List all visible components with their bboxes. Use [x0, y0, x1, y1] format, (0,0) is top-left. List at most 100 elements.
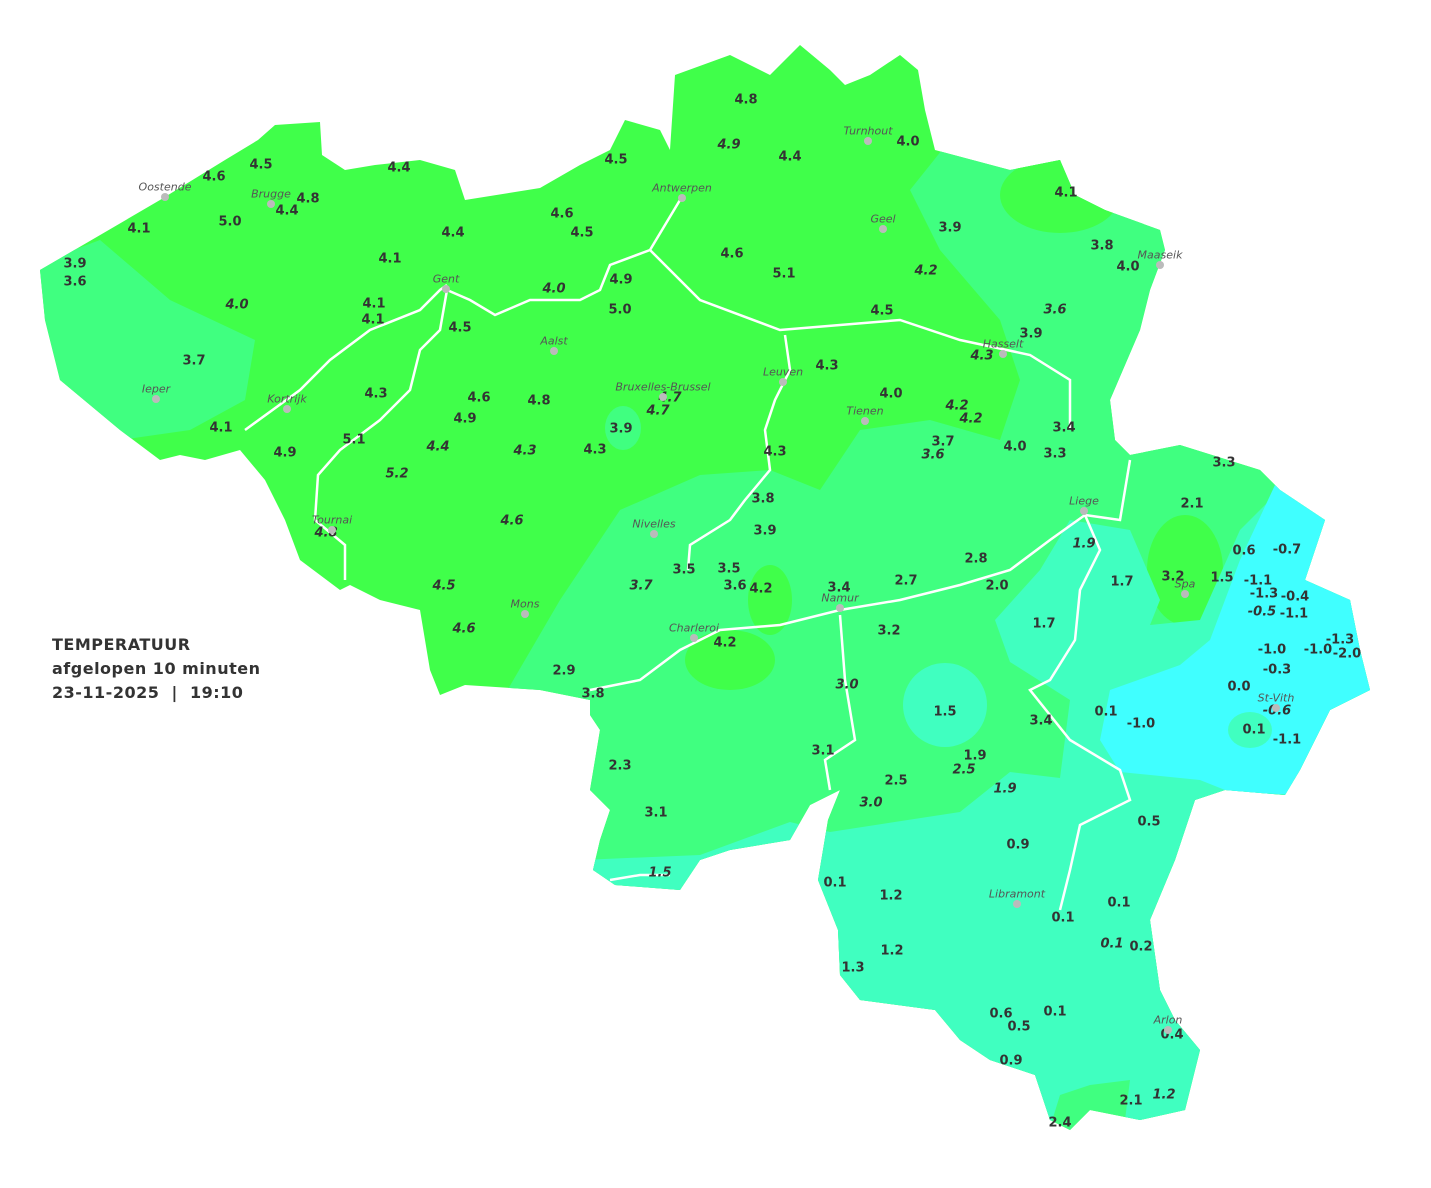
temperature-reading: 4.4 [387, 160, 411, 176]
city-marker [1080, 507, 1088, 515]
temperature-reading: -0.4 [1280, 589, 1310, 605]
city-marker [1272, 704, 1280, 712]
temperature-reading: 4.0 [542, 281, 566, 297]
temperature-reading: 4.1 [127, 221, 151, 237]
temperature-reading: 3.8 [581, 686, 605, 702]
temperature-reading: 2.3 [608, 758, 632, 774]
temperature-reading: -1.0 [1257, 642, 1287, 658]
temperature-reading: -0.5 [1247, 604, 1277, 620]
temperature-reading: 0.6 [1232, 543, 1256, 559]
city-label: St-Vith [1257, 691, 1295, 705]
temperature-reading: 2.1 [1180, 496, 1204, 512]
temperature-reading: 0.9 [999, 1053, 1023, 1069]
city-label: Namur [821, 591, 859, 605]
temperature-reading: 0.1 [1043, 1004, 1067, 1020]
city-marker [678, 194, 686, 202]
city-marker [161, 193, 169, 201]
city-label: Oostende [138, 180, 192, 194]
temperature-reading: 4.3 [815, 358, 839, 374]
city-label: Brugge [251, 187, 291, 201]
temperature-reading: -1.3 [1325, 632, 1355, 648]
legend-datetime: 23-11-2025 | 19:10 [52, 683, 244, 702]
temperature-reading: 3.0 [859, 795, 883, 811]
city-marker [1164, 1026, 1172, 1034]
temperature-reading: 1.7 [1032, 616, 1056, 632]
temperature-reading: 3.9 [609, 421, 633, 437]
temperature-reading: 0.2 [1129, 939, 1153, 955]
temperature-reading: 1.3 [841, 960, 865, 976]
temperature-reading: 2.4 [1048, 1115, 1072, 1131]
city-label: Charleroi [668, 621, 720, 635]
temperature-reading: 4.4 [778, 149, 802, 165]
city-label: Spa [1174, 577, 1196, 591]
temperature-reading: 4.0 [225, 297, 249, 313]
city-label: Turnhout [843, 124, 893, 138]
temperature-reading: -1.1 [1279, 606, 1309, 622]
temperature-reading: 1.7 [1110, 574, 1134, 590]
city-label: Geel [870, 212, 896, 226]
temperature-reading: 4.8 [527, 393, 551, 409]
temperature-reading: 3.6 [63, 274, 87, 290]
temperature-reading: 4.8 [734, 92, 758, 108]
temperature-reading: 2.9 [552, 663, 576, 679]
temperature-reading: 3.1 [811, 743, 835, 759]
temperature-reading: 3.8 [1090, 238, 1114, 254]
temperature-reading: 4.3 [513, 443, 537, 459]
temperature-reading: 4.4 [441, 225, 465, 241]
temperature-reading: 4.0 [1003, 439, 1027, 455]
temperature-reading: 4.0 [896, 134, 920, 150]
temperature-reading: 3.5 [717, 561, 741, 577]
temperature-reading: 3.9 [938, 220, 962, 236]
temperature-reading: 4.1 [1054, 185, 1078, 201]
temperature-reading: 5.2 [385, 466, 409, 482]
temperature-reading: 4.2 [914, 263, 938, 279]
temperature-reading: 1.5 [933, 704, 957, 720]
temperature-reading: 3.1 [644, 805, 668, 821]
city-label: Bruxelles-Brussel [615, 380, 711, 394]
temperature-reading: 1.9 [1072, 536, 1096, 552]
temperature-reading: 4.5 [448, 320, 472, 336]
temperature-reading: 0.0 [1227, 679, 1251, 695]
temperature-reading: 3.6 [723, 578, 747, 594]
temperature-reading: 4.6 [500, 513, 524, 529]
temperature-reading: 4.5 [249, 157, 273, 173]
temperature-reading: 4.4 [275, 203, 299, 219]
city-marker [879, 225, 887, 233]
legend-subtitle: afgelopen 10 minuten [52, 659, 261, 678]
temperature-reading: 4.3 [763, 444, 787, 460]
city-marker [267, 200, 275, 208]
temperature-reading: 3.7 [182, 353, 206, 369]
city-label: Ieper [141, 382, 171, 396]
city-label: Liege [1069, 494, 1099, 508]
temperature-reading: 0.1 [823, 875, 847, 891]
city-label: Kortrijk [267, 392, 307, 406]
zone-above-4-patch [748, 565, 792, 635]
city-marker [1013, 900, 1021, 908]
temperature-reading: -1.3 [1249, 586, 1279, 602]
temperature-reading: 3.9 [753, 523, 777, 539]
city-marker [152, 395, 160, 403]
temperature-reading: 5.0 [218, 214, 242, 230]
temperature-reading: 4.9 [453, 411, 477, 427]
temperature-reading: 2.5 [884, 773, 908, 789]
temperature-reading: 4.1 [209, 420, 233, 436]
city-label: Tienen [846, 404, 884, 418]
temperature-reading: 4.9 [273, 445, 297, 461]
temperature-reading: 2.1 [1119, 1093, 1143, 1109]
temperature-reading: 3.4 [1052, 420, 1076, 436]
temperature-reading: 3.3 [1212, 455, 1236, 471]
city-marker [999, 350, 1007, 358]
temperature-reading: 5.1 [772, 266, 796, 282]
temperature-reading: 4.5 [432, 578, 456, 594]
temperature-reading: 4.8 [296, 191, 320, 207]
temperature-reading: 2.5 [952, 762, 976, 778]
temperature-reading: 4.3 [970, 348, 994, 364]
city-label: Hasselt [982, 337, 1024, 351]
city-marker [521, 610, 529, 618]
city-marker [659, 393, 667, 401]
city-label: Arlon [1153, 1013, 1183, 1027]
temperature-reading: 4.6 [452, 621, 476, 637]
temperature-reading: 3.6 [1043, 302, 1067, 318]
temperature-reading: 1.2 [879, 888, 903, 904]
legend-title: TEMPERATUUR [52, 635, 191, 654]
